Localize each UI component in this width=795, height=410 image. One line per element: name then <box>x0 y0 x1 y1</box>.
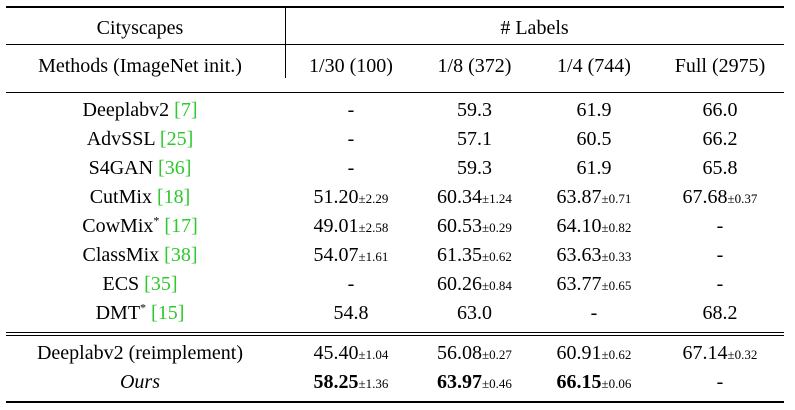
col-header-1-8: 1/8 (372) <box>437 55 512 77</box>
value-cell: - <box>716 244 724 266</box>
value-cell: 54.07±1.61 <box>313 244 389 266</box>
value-cell: 59.3 <box>457 99 492 121</box>
dataset-header: Cityscapes <box>96 17 184 39</box>
value-cell: - <box>716 371 724 393</box>
table-row: Deeplabv2 [7] - 59.3 61.9 66.0 <box>6 96 784 125</box>
header-divider <box>285 6 286 78</box>
value-cell: 45.40±1.04 <box>313 342 389 364</box>
header-mid-rule <box>6 44 784 45</box>
method-name: AdvSSL [25] <box>86 128 194 150</box>
method-name: S4GAN [36] <box>88 157 192 179</box>
citation-link[interactable]: [25] <box>159 128 194 150</box>
section-rule-b <box>6 335 784 336</box>
methods-header: Methods (ImageNet init.) <box>38 55 242 77</box>
value-cell: 56.08±0.27 <box>437 342 512 364</box>
table-row: S4GAN [36] - 59.3 61.9 65.8 <box>6 154 784 183</box>
citation-link[interactable]: [15] <box>151 302 185 324</box>
value-cell: 63.0 <box>457 302 492 324</box>
method-name: CutMix [18] <box>89 186 191 208</box>
value-cell: 66.15±0.06 <box>556 371 632 393</box>
citation-link[interactable]: [7] <box>174 99 198 121</box>
table-row: DMT* [15] 54.8 63.0 - 68.2 <box>6 299 784 328</box>
value-cell: 60.53±0.29 <box>437 215 512 237</box>
table-row: CutMix [18] 51.20±2.29 60.34±1.24 63.87±… <box>6 183 784 212</box>
table-row: ECS [35] - 60.26±0.84 63.77±0.65 - <box>6 270 784 299</box>
value-cell: 60.26±0.84 <box>437 273 512 295</box>
value-cell: 60.34±1.24 <box>437 186 512 208</box>
value-cell: - <box>716 215 724 237</box>
citation-link[interactable]: [36] <box>158 157 192 179</box>
citation-link[interactable]: [18] <box>156 186 191 208</box>
value-cell: 61.9 <box>576 99 612 121</box>
method-name: Deeplabv2 (reimplement) <box>36 342 244 364</box>
table-row: AdvSSL [25] - 57.1 60.5 66.2 <box>6 125 784 154</box>
citation-link[interactable]: [38] <box>164 244 198 266</box>
value-cell: 63.77±0.65 <box>556 273 632 295</box>
value-cell: 58.25±1.36 <box>313 371 389 393</box>
value-cell: 68.2 <box>702 302 738 324</box>
value-cell: 60.5 <box>576 128 612 150</box>
method-name: Deeplabv2 [7] <box>82 99 198 121</box>
table-row-ours: Ours 58.25±1.36 63.97±0.46 66.15±0.06 - <box>6 368 784 397</box>
labels-header: # Labels <box>500 17 569 39</box>
value-cell: - <box>590 302 598 324</box>
value-cell: 64.10±0.82 <box>556 215 632 237</box>
value-cell: 54.8 <box>333 302 369 324</box>
col-header-1-4: 1/4 (744) <box>557 55 631 77</box>
section-rule-a <box>6 332 784 333</box>
method-name: DMT* [15] <box>95 300 185 324</box>
value-cell: - <box>716 273 724 295</box>
value-cell: 51.20±2.29 <box>313 186 389 208</box>
method-name: ClassMix [38] <box>82 244 198 266</box>
bottom-rule <box>6 401 784 403</box>
table-row-reimplement: Deeplabv2 (reimplement) 45.40±1.04 56.08… <box>6 339 784 368</box>
top-rule <box>6 6 784 8</box>
method-name: Ours <box>119 371 160 393</box>
method-name: ECS [35] <box>102 273 178 295</box>
value-cell: 61.9 <box>576 157 612 179</box>
table-row: ClassMix [38] 54.07±1.61 61.35±0.62 63.6… <box>6 241 784 270</box>
value-cell: - <box>347 128 355 150</box>
value-cell: 49.01±2.58 <box>313 215 389 237</box>
value-cell: 60.91±0.62 <box>556 342 632 364</box>
value-cell: 59.3 <box>457 157 492 179</box>
value-cell: - <box>347 99 355 121</box>
value-cell: 66.0 <box>702 99 738 121</box>
col-header-full: Full (2975) <box>674 55 766 77</box>
citation-link[interactable]: [35] <box>144 273 178 295</box>
value-cell: 63.97±0.46 <box>437 371 512 393</box>
header-row-1: Cityscapes # Labels <box>6 14 784 43</box>
value-cell: 66.2 <box>702 128 738 150</box>
value-cell: 61.35±0.62 <box>437 244 512 266</box>
value-cell: 65.8 <box>702 157 738 179</box>
citation-link[interactable]: [17] <box>164 215 198 237</box>
value-cell: - <box>347 157 355 179</box>
value-cell: 57.1 <box>457 128 492 150</box>
header-bottom-rule <box>6 92 784 93</box>
header-row-2: Methods (ImageNet init.) 1/30 (100) 1/8 … <box>6 52 784 81</box>
col-header-1-30: 1/30 (100) <box>309 55 393 77</box>
method-name: CowMix* [17] <box>82 213 198 237</box>
value-cell: 67.68±0.37 <box>682 186 758 208</box>
value-cell: 63.63±0.33 <box>556 244 632 266</box>
value-cell: 67.14±0.32 <box>682 342 758 364</box>
value-cell: 63.87±0.71 <box>556 186 632 208</box>
value-cell: - <box>347 273 355 295</box>
table-row: CowMix* [17] 49.01±2.58 60.53±0.29 64.10… <box>6 212 784 241</box>
